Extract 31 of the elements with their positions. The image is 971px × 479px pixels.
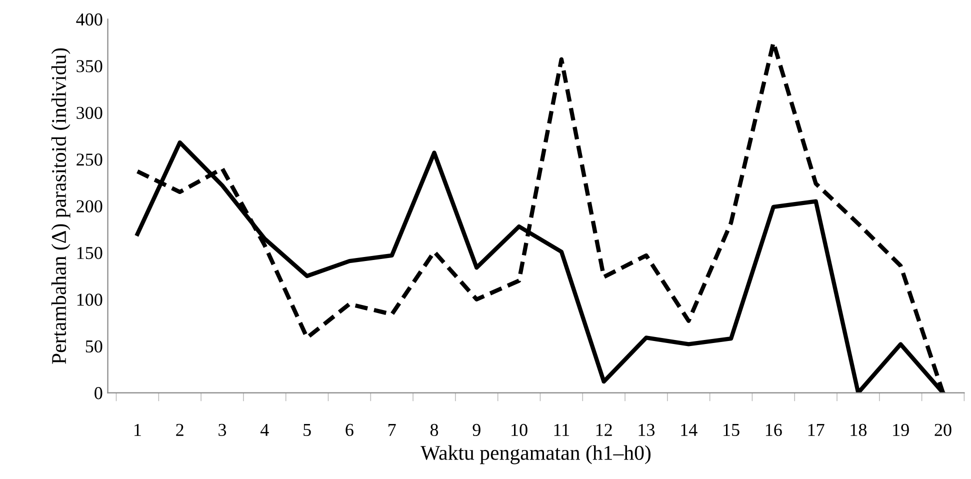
y-tick-label: 100 bbox=[77, 294, 102, 306]
y-tick-label: 300 bbox=[76, 106, 102, 120]
x-tick-label: 20 bbox=[934, 424, 952, 436]
y-tick-label: 50 bbox=[86, 340, 102, 353]
x-tick-label: 18 bbox=[850, 424, 867, 436]
x-tick-label: 9 bbox=[472, 424, 480, 436]
x-tick-label: 8 bbox=[430, 424, 438, 436]
y-tick-label: 150 bbox=[77, 246, 102, 260]
x-tick-label: 14 bbox=[681, 424, 698, 436]
x-tick-label: 19 bbox=[893, 424, 909, 436]
x-tick-label: 7 bbox=[388, 424, 396, 436]
x-tick-label: 5 bbox=[304, 424, 311, 436]
x-tick-label: 4 bbox=[260, 424, 269, 436]
x-tick-label: 2 bbox=[176, 424, 184, 436]
y-axis-title: Pertambahan (Δ) parasitoid (individu) bbox=[51, 48, 70, 364]
x-tick-label: 13 bbox=[638, 424, 655, 436]
y-tick-label: 200 bbox=[76, 200, 102, 212]
x-tick-label: 10 bbox=[512, 424, 528, 436]
x-tick-label: 16 bbox=[766, 424, 782, 436]
x-tick-label: 6 bbox=[346, 424, 354, 436]
x-tick-label: 15 bbox=[724, 424, 740, 436]
y-tick-label: 250 bbox=[76, 154, 102, 166]
x-axis-title: Waktu pengamatan (h1–h0) bbox=[420, 445, 651, 464]
x-tick-label: 3 bbox=[218, 424, 226, 436]
x-tick-label: 17 bbox=[808, 424, 824, 436]
x-tick-label: 1 bbox=[134, 424, 141, 436]
x-tick-label: 11 bbox=[554, 424, 570, 436]
x-tick-label: 12 bbox=[596, 424, 612, 436]
y-tick-label: 400 bbox=[76, 13, 102, 26]
y-tick-label: 0 bbox=[94, 387, 102, 400]
y-tick-label: 350 bbox=[76, 60, 102, 72]
